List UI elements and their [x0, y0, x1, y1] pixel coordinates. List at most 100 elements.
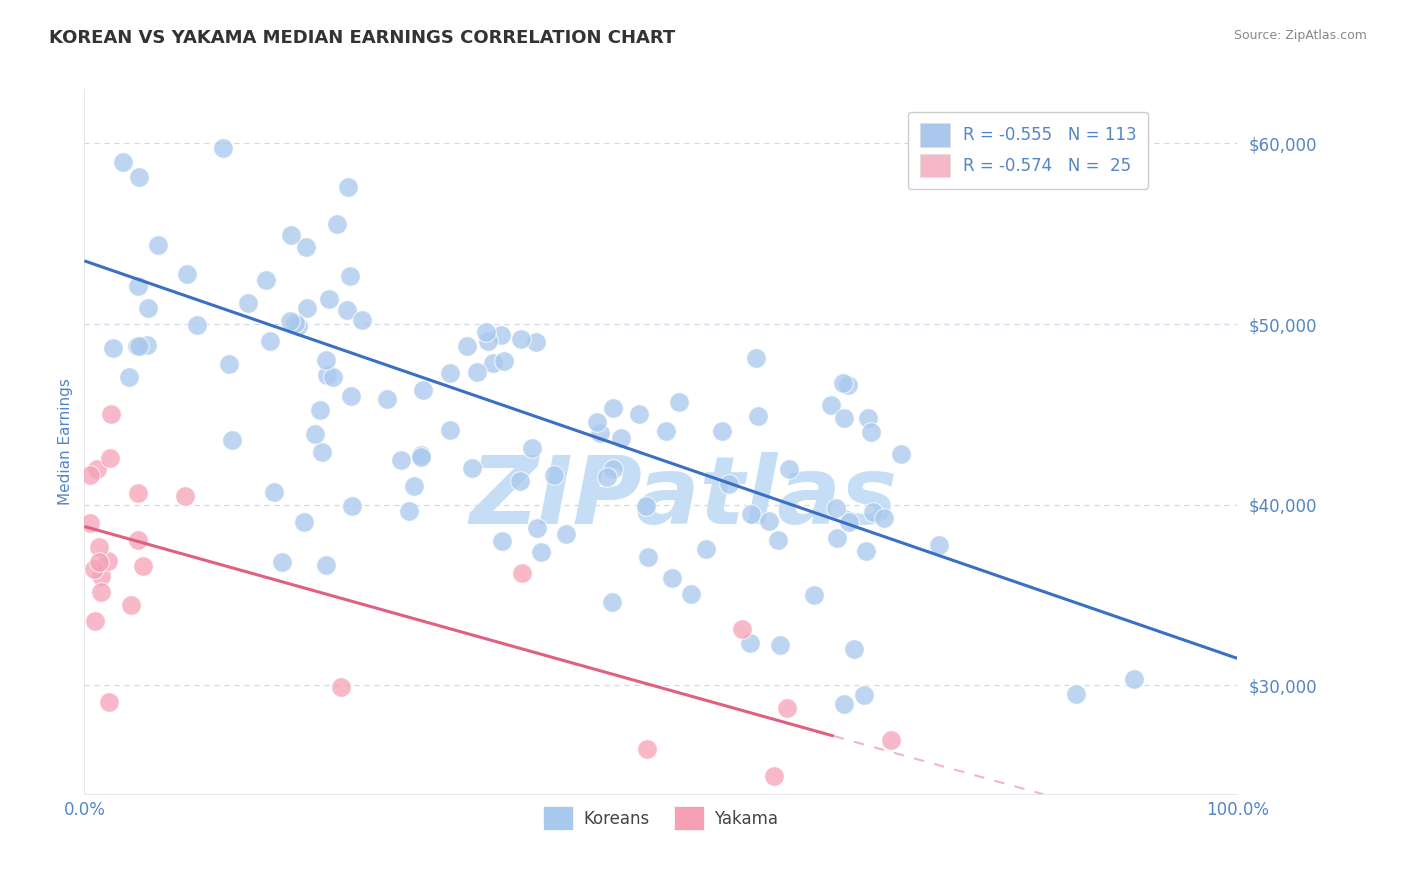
Point — [890, 447, 912, 461]
Point — [132, 558, 155, 573]
Point — [1123, 672, 1146, 686]
Point — [218, 357, 240, 371]
Point — [86, 462, 108, 476]
Text: KOREAN VS YAKAMA MEDIAN EARNINGS CORRELATION CHART: KOREAN VS YAKAMA MEDIAN EARNINGS CORRELA… — [49, 29, 675, 47]
Point — [412, 384, 434, 398]
Point — [318, 292, 340, 306]
Point — [834, 410, 856, 425]
Point — [827, 531, 849, 545]
Point — [409, 450, 432, 464]
Point — [803, 588, 825, 602]
Point — [212, 140, 235, 154]
Point — [336, 302, 359, 317]
Point — [89, 555, 111, 569]
Point — [329, 680, 352, 694]
Point — [602, 401, 624, 415]
Point — [465, 365, 488, 379]
Point — [520, 441, 543, 455]
Point — [636, 499, 658, 513]
Legend: Koreans, Yakama: Koreans, Yakama — [534, 798, 787, 838]
Point — [236, 296, 259, 310]
Point — [352, 313, 374, 327]
Point — [98, 695, 121, 709]
Point — [1064, 686, 1087, 700]
Point — [292, 515, 315, 529]
Point — [776, 701, 799, 715]
Y-axis label: Median Earnings: Median Earnings — [58, 378, 73, 505]
Point — [90, 569, 112, 583]
Point — [304, 426, 326, 441]
Point — [524, 334, 547, 349]
Point — [176, 267, 198, 281]
Point — [747, 409, 769, 424]
Point — [439, 366, 461, 380]
Point — [271, 555, 294, 569]
Point — [138, 301, 160, 315]
Point — [287, 319, 309, 334]
Point — [259, 334, 281, 348]
Point — [309, 402, 332, 417]
Point — [460, 461, 482, 475]
Point — [832, 376, 855, 390]
Point — [668, 394, 690, 409]
Point — [295, 301, 318, 315]
Point — [456, 339, 478, 353]
Point — [278, 314, 301, 328]
Point — [856, 411, 879, 425]
Point — [340, 389, 363, 403]
Point — [834, 698, 856, 712]
Point — [838, 516, 860, 530]
Point — [89, 541, 111, 555]
Point — [862, 505, 884, 519]
Point — [661, 571, 683, 585]
Point — [494, 354, 516, 368]
Point — [280, 227, 302, 242]
Point — [83, 562, 105, 576]
Point — [602, 462, 624, 476]
Point — [284, 316, 307, 330]
Point — [738, 636, 761, 650]
Point — [98, 451, 121, 466]
Point — [146, 238, 169, 252]
Point — [610, 431, 633, 445]
Point — [295, 240, 318, 254]
Point — [711, 424, 734, 438]
Point — [118, 370, 141, 384]
Point — [510, 566, 533, 580]
Point — [90, 584, 112, 599]
Point — [311, 445, 333, 459]
Point — [103, 341, 125, 355]
Point — [837, 378, 859, 392]
Point — [475, 325, 498, 339]
Point — [655, 425, 678, 439]
Point — [637, 550, 659, 565]
Point — [128, 339, 150, 353]
Point — [758, 514, 780, 528]
Point — [730, 622, 752, 636]
Point — [636, 741, 658, 756]
Point — [398, 504, 420, 518]
Point — [120, 598, 142, 612]
Point — [627, 407, 650, 421]
Point — [543, 467, 565, 482]
Point — [97, 554, 120, 568]
Point — [481, 356, 503, 370]
Point — [125, 338, 148, 352]
Point — [409, 449, 432, 463]
Point — [526, 521, 548, 535]
Point — [769, 638, 792, 652]
Point — [491, 534, 513, 549]
Point — [600, 595, 623, 609]
Point — [326, 217, 349, 231]
Point — [79, 516, 101, 530]
Point — [825, 501, 848, 516]
Point — [375, 392, 398, 406]
Point — [340, 499, 363, 513]
Point — [402, 479, 425, 493]
Point — [844, 641, 866, 656]
Point — [852, 688, 875, 702]
Point — [695, 542, 717, 557]
Point — [880, 732, 903, 747]
Point — [127, 533, 149, 548]
Point — [263, 485, 285, 500]
